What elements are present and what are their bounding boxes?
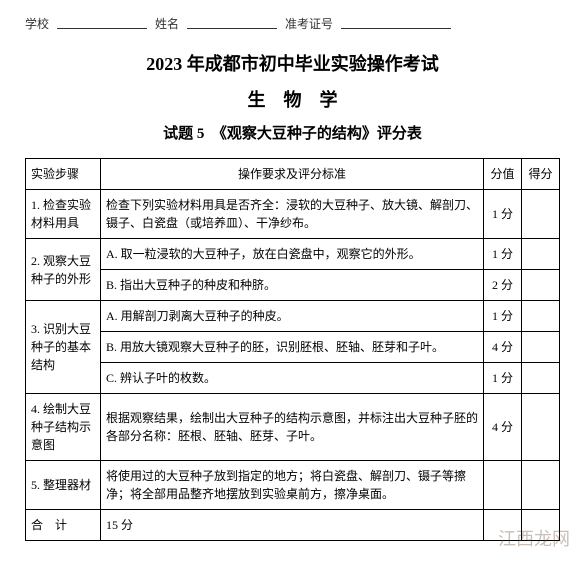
table-row: B. 指出大豆种子的种皮和种脐。 2 分 <box>26 270 560 301</box>
id-field <box>341 15 451 29</box>
table-row: 4. 绘制大豆种子结构示意图 根据观察结果，绘制出大豆种子的结构示意图，并标注出… <box>26 394 560 461</box>
criteria-cell: C. 辨认子叶的枚数。 <box>101 363 484 394</box>
rubric-table: 实验步骤 操作要求及评分标准 分值 得分 1. 检查实验材料用具 检查下列实验材… <box>25 158 560 541</box>
title-subject: 生物学 <box>25 86 560 112</box>
title-main: 2023 年成都市初中毕业实验操作考试 <box>25 50 560 76</box>
criteria-cell: B. 指出大豆种子的种皮和种脐。 <box>101 270 484 301</box>
header-score: 分值 <box>484 159 522 190</box>
table-row: 3. 识别大豆种子的基本结构 A. 用解剖刀剥离大豆种子的种皮。 1 分 <box>26 301 560 332</box>
school-label: 学校 <box>25 15 49 32</box>
header-got: 得分 <box>522 159 560 190</box>
criteria-cell: B. 用放大镜观察大豆种子的胚，识别胚根、胚轴、胚芽和子叶。 <box>101 332 484 363</box>
criteria-cell: A. 取一粒浸软的大豆种子，放在白瓷盘中，观察它的外形。 <box>101 239 484 270</box>
score-cell: 4 分 <box>484 332 522 363</box>
score-cell: 1 分 <box>484 190 522 239</box>
score-cell <box>484 461 522 510</box>
score-cell: 1 分 <box>484 363 522 394</box>
exam-header-line: 学校 姓名 准考证号 <box>25 15 560 32</box>
name-field <box>187 15 277 29</box>
title-subtitle: 试题 5 《观察大豆种子的结构》评分表 <box>25 122 560 143</box>
got-cell <box>522 239 560 270</box>
got-cell <box>522 332 560 363</box>
got-cell <box>522 190 560 239</box>
step-cell: 1. 检查实验材料用具 <box>26 190 101 239</box>
got-cell <box>522 461 560 510</box>
table-header-row: 实验步骤 操作要求及评分标准 分值 得分 <box>26 159 560 190</box>
table-row: 5. 整理器材 将使用过的大豆种子放到指定的地方；将白瓷盘、解剖刀、镊子等擦净；… <box>26 461 560 510</box>
total-score: 15 分 <box>101 510 484 541</box>
table-total-row: 合 计 15 分 <box>26 510 560 541</box>
score-cell: 1 分 <box>484 301 522 332</box>
got-cell <box>522 363 560 394</box>
step-cell: 2. 观察大豆种子的外形 <box>26 239 101 301</box>
criteria-cell: 根据观察结果，绘制出大豆种子的结构示意图，并标注出大豆种子胚的各部分名称：胚根、… <box>101 394 484 461</box>
total-got <box>522 510 560 541</box>
total-empty <box>484 510 522 541</box>
score-cell: 1 分 <box>484 239 522 270</box>
criteria-cell: 将使用过的大豆种子放到指定的地方；将白瓷盘、解剖刀、镊子等擦净；将全部用品整齐地… <box>101 461 484 510</box>
name-label: 姓名 <box>155 15 179 32</box>
got-cell <box>522 301 560 332</box>
step-cell: 5. 整理器材 <box>26 461 101 510</box>
step-cell: 3. 识别大豆种子的基本结构 <box>26 301 101 394</box>
table-row: 2. 观察大豆种子的外形 A. 取一粒浸软的大豆种子，放在白瓷盘中，观察它的外形… <box>26 239 560 270</box>
id-label: 准考证号 <box>285 15 333 32</box>
step-cell: 4. 绘制大豆种子结构示意图 <box>26 394 101 461</box>
table-row: 1. 检查实验材料用具 检查下列实验材料用具是否齐全：浸软的大豆种子、放大镜、解… <box>26 190 560 239</box>
header-criteria: 操作要求及评分标准 <box>101 159 484 190</box>
table-row: B. 用放大镜观察大豆种子的胚，识别胚根、胚轴、胚芽和子叶。 4 分 <box>26 332 560 363</box>
score-cell: 2 分 <box>484 270 522 301</box>
score-cell: 4 分 <box>484 394 522 461</box>
criteria-cell: A. 用解剖刀剥离大豆种子的种皮。 <box>101 301 484 332</box>
total-label: 合 计 <box>26 510 101 541</box>
table-row: C. 辨认子叶的枚数。 1 分 <box>26 363 560 394</box>
got-cell <box>522 270 560 301</box>
exam-page: 学校 姓名 准考证号 2023 年成都市初中毕业实验操作考试 生物学 试题 5 … <box>0 0 585 566</box>
criteria-cell: 检查下列实验材料用具是否齐全：浸软的大豆种子、放大镜、解剖刀、镊子、白瓷盘（或培… <box>101 190 484 239</box>
got-cell <box>522 394 560 461</box>
header-step: 实验步骤 <box>26 159 101 190</box>
school-field <box>57 15 147 29</box>
